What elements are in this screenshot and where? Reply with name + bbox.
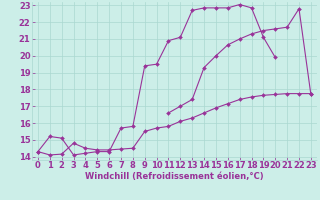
X-axis label: Windchill (Refroidissement éolien,°C): Windchill (Refroidissement éolien,°C) — [85, 172, 264, 181]
